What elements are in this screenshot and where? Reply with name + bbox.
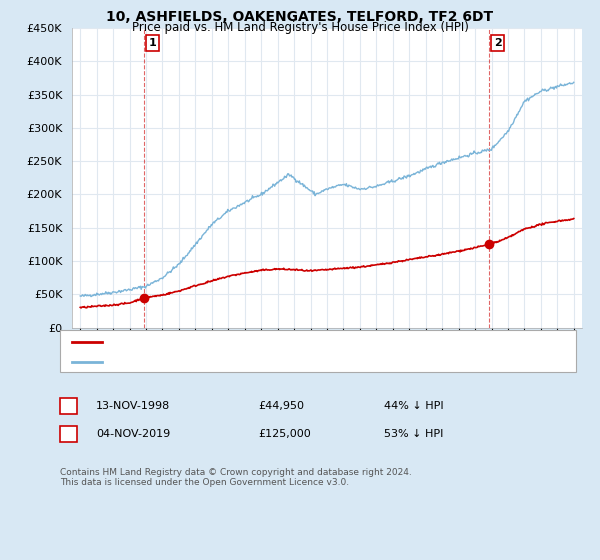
Text: Contains HM Land Registry data © Crown copyright and database right 2024.
This d: Contains HM Land Registry data © Crown c…	[60, 468, 412, 487]
Text: 2: 2	[65, 429, 72, 439]
Text: 10, ASHFIELDS, OAKENGATES, TELFORD, TF2 6DT (detached house): 10, ASHFIELDS, OAKENGATES, TELFORD, TF2 …	[108, 337, 446, 347]
Text: 13-NOV-1998: 13-NOV-1998	[96, 401, 170, 411]
Text: 10, ASHFIELDS, OAKENGATES, TELFORD, TF2 6DT: 10, ASHFIELDS, OAKENGATES, TELFORD, TF2 …	[106, 10, 494, 24]
Text: £44,950: £44,950	[258, 401, 304, 411]
Text: 44% ↓ HPI: 44% ↓ HPI	[384, 401, 443, 411]
Text: 2: 2	[494, 38, 502, 48]
Text: HPI: Average price, detached house, Telford and Wrekin: HPI: Average price, detached house, Telf…	[108, 357, 385, 367]
Text: 53% ↓ HPI: 53% ↓ HPI	[384, 429, 443, 439]
Text: 1: 1	[149, 38, 157, 48]
Text: 04-NOV-2019: 04-NOV-2019	[96, 429, 170, 439]
Text: £125,000: £125,000	[258, 429, 311, 439]
Text: Price paid vs. HM Land Registry's House Price Index (HPI): Price paid vs. HM Land Registry's House …	[131, 21, 469, 34]
Text: 1: 1	[65, 401, 72, 411]
